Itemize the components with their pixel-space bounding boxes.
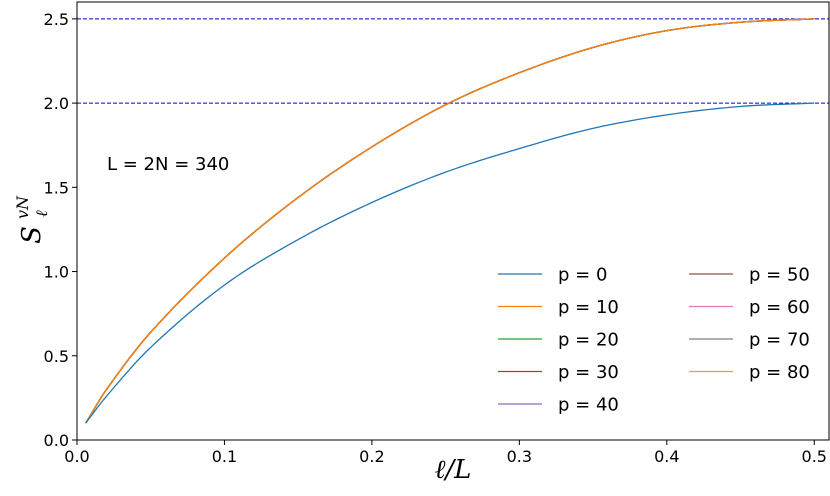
x-axis-label: ℓ/L — [435, 455, 472, 485]
y-tick-label: 1.5 — [44, 178, 69, 197]
y-axis-label-main: S — [17, 226, 47, 244]
legend-entry-label: p = 0 — [558, 265, 607, 286]
series-line-p0 — [85, 102, 815, 424]
legend: p = 0 p = 10 p = 20 p = 30 p = 40 p = 50 p = 6… — [498, 265, 810, 416]
legend-entry-label: p = 20 — [558, 330, 619, 351]
x-tick-label: 0.3 — [507, 447, 532, 466]
x-axis-label-text: ℓ/L — [435, 455, 472, 485]
plot-frame — [76, 1, 830, 441]
series-line-p20 — [85, 18, 815, 424]
series-line-p10 — [85, 18, 815, 424]
series-line-p80 — [85, 18, 815, 424]
y-axis-ticks: 0.0 0.5 1.0 1.5 2.0 2.5 — [44, 10, 77, 450]
legend-entry-label: p = 10 — [558, 297, 619, 318]
x-tick-label: 0.1 — [212, 447, 237, 466]
legend-entry-label: p = 70 — [749, 330, 810, 351]
x-axis-ticks: 0.0 0.1 0.2 0.3 0.4 0.5 — [64, 440, 827, 466]
legend-entry-label: p = 80 — [749, 362, 810, 383]
legend-entry-label: p = 60 — [749, 297, 810, 318]
series-line-p60 — [85, 18, 815, 424]
series-line-p70 — [85, 18, 815, 424]
x-tick-label: 0.4 — [654, 447, 679, 466]
legend-entry-label: p = 30 — [558, 362, 619, 383]
legend-entry-label: p = 50 — [749, 265, 810, 286]
series-line-p40 — [85, 18, 815, 424]
x-tick-label: 0.5 — [802, 447, 827, 466]
y-tick-label: 2.0 — [44, 94, 69, 113]
system-size-annotation: L = 2N = 340 — [107, 154, 229, 175]
y-tick-label: 0.0 — [44, 431, 69, 450]
y-tick-label: 0.5 — [44, 347, 69, 366]
series-lines — [85, 18, 815, 424]
y-axis-label-subscript: ℓ — [32, 210, 51, 217]
x-tick-label: 0.0 — [64, 447, 89, 466]
reference-lines — [77, 18, 829, 104]
y-tick-label: 2.5 — [44, 10, 69, 29]
x-tick-label: 0.2 — [359, 447, 384, 466]
y-axis-label-superscript: vN — [13, 195, 32, 219]
series-line-p50 — [85, 18, 815, 424]
series-line-p30 — [85, 18, 815, 424]
legend-entry-label: p = 40 — [558, 395, 619, 416]
y-tick-label: 1.0 — [44, 263, 69, 282]
